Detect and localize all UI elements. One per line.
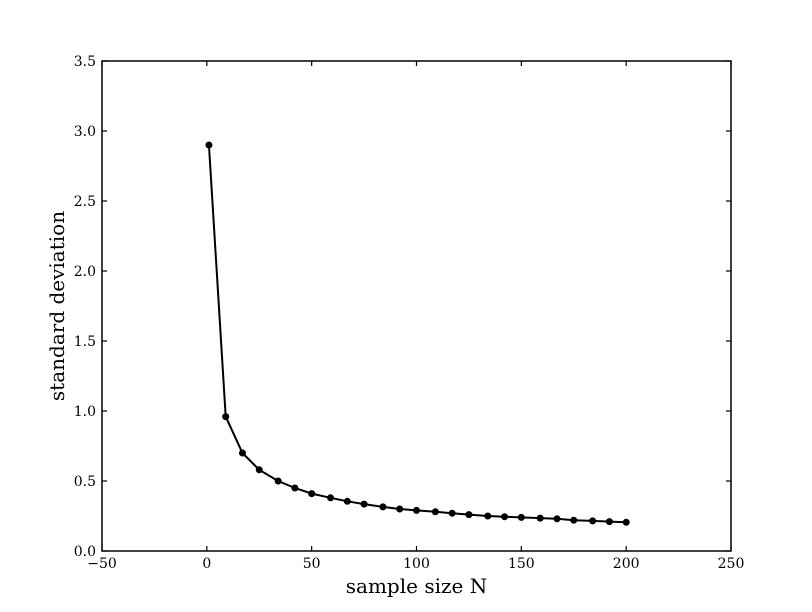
data-point [536, 514, 544, 522]
x-tick-label: 250 [718, 556, 745, 572]
data-point [327, 494, 335, 502]
data-point [291, 484, 299, 492]
data-point [484, 512, 492, 520]
series-line [207, 144, 627, 524]
y-tick-label: 2.0 [74, 264, 96, 280]
x-axis-label: sample size N [346, 574, 487, 598]
data-point [396, 505, 404, 513]
y-axis-label: standard deviation [45, 211, 69, 401]
y-tick-label: 2.5 [74, 194, 96, 210]
plot-area [205, 141, 630, 526]
x-tick-label: 50 [303, 556, 321, 572]
y-tick-label: 3.5 [74, 54, 96, 70]
data-point [360, 500, 368, 508]
data-point [517, 513, 525, 521]
y-tick-label: 1.0 [74, 404, 96, 420]
data-point [465, 511, 473, 519]
x-tick-label: −50 [87, 556, 117, 572]
x-tick-label: 0 [202, 556, 211, 572]
data-point [553, 515, 561, 523]
y-tick-label: 0.0 [74, 544, 96, 560]
data-point [622, 518, 630, 526]
data-point [343, 497, 351, 505]
data-point [501, 513, 509, 521]
data-point [605, 518, 613, 526]
data-point [589, 517, 597, 525]
data-point [570, 516, 578, 524]
axis-ticks: −50 0 50 100 150 200 250 0.0 0.5 1.0 1.5 2.0 2.5 3.0 3… [74, 54, 745, 572]
data-point [308, 490, 316, 498]
data-point [222, 413, 230, 421]
data-point [448, 509, 456, 517]
y-tick-label: 3.0 [74, 124, 96, 140]
x-tick-label: 200 [613, 556, 640, 572]
data-point [255, 466, 263, 474]
data-point [413, 506, 420, 514]
data-point [431, 508, 439, 516]
data-point [205, 141, 213, 149]
x-tick-label: 150 [508, 556, 535, 572]
x-tick-label: 100 [403, 556, 430, 572]
plot-frame [101, 60, 732, 552]
data-point [274, 477, 282, 485]
data-point [379, 503, 387, 511]
y-tick-label: 0.5 [74, 474, 96, 490]
data-point [238, 449, 246, 457]
y-tick-label: 1.5 [74, 334, 96, 350]
